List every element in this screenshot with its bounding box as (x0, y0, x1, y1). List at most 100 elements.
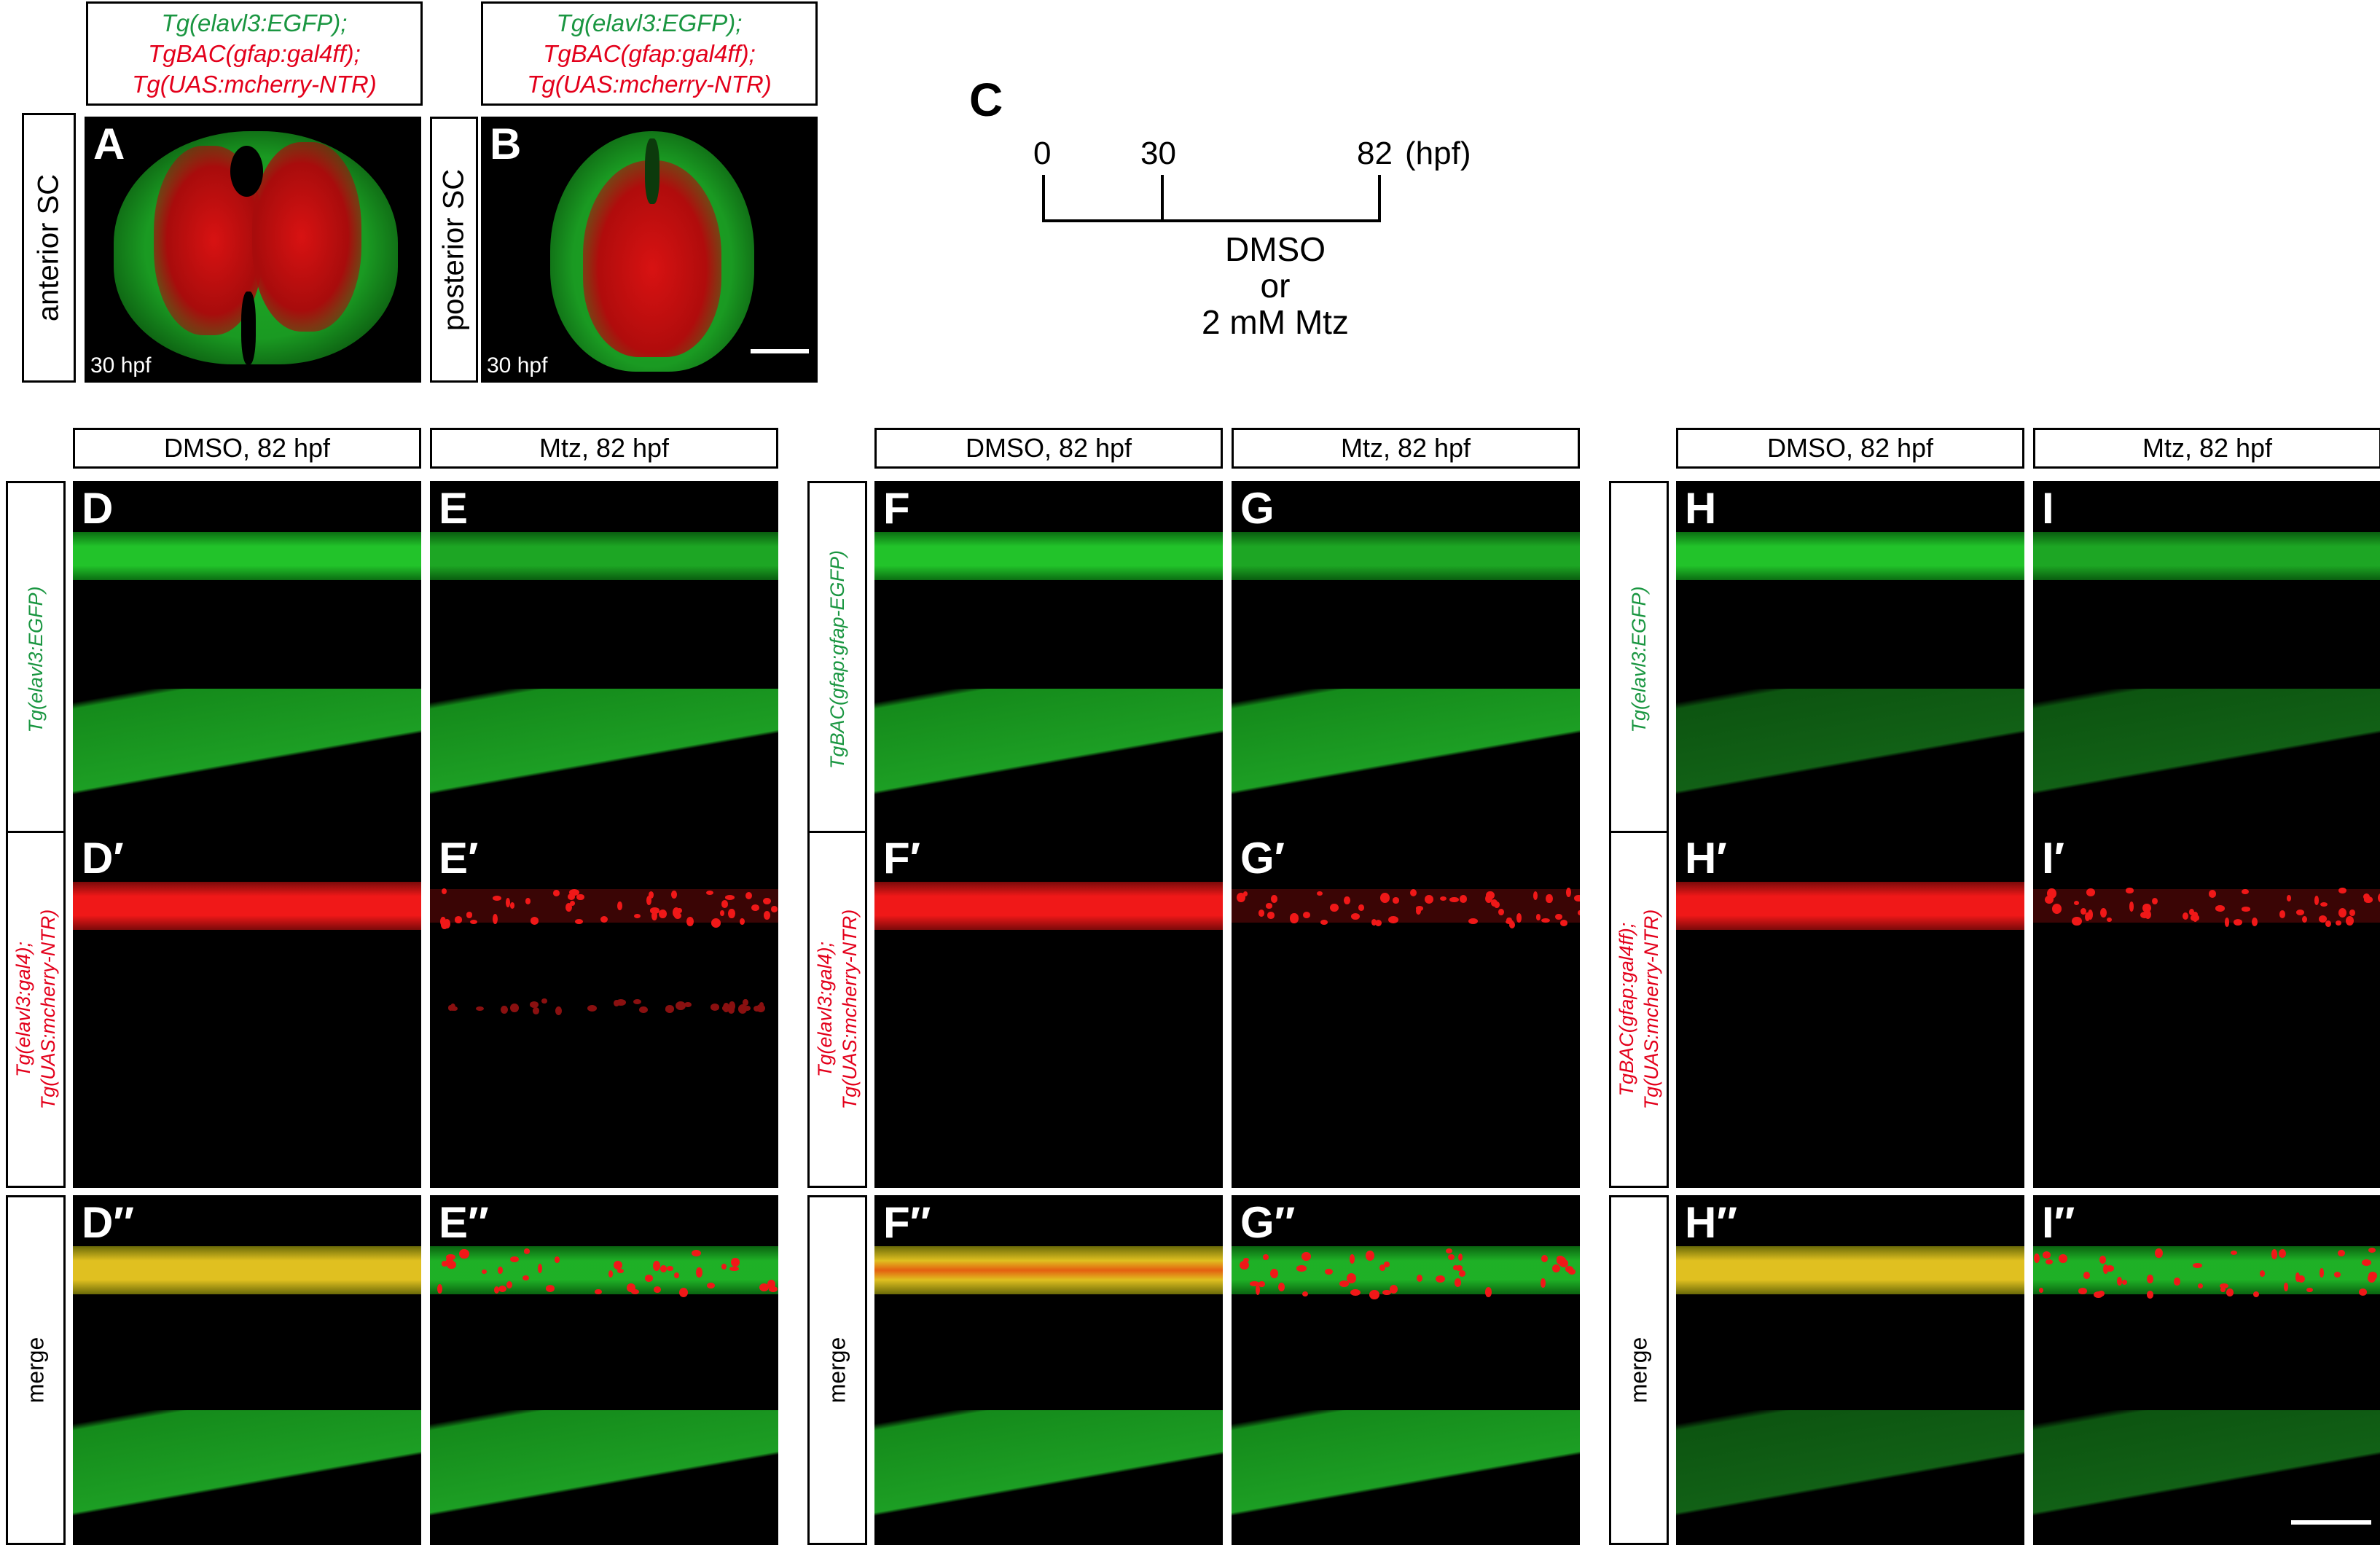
cell-dot (1566, 888, 1571, 897)
cell-dot (2242, 907, 2251, 912)
egfp-band (874, 532, 1223, 580)
cell-dot (1392, 896, 1400, 904)
cell-dot (1350, 913, 1360, 920)
panel-letter: E (439, 484, 469, 533)
cell-dot (2286, 894, 2291, 901)
cell-dot (2325, 920, 2332, 928)
cell-dot (600, 916, 608, 923)
treatment-mtz: 2 mM Mtz (1202, 303, 1349, 341)
cell-dot (2197, 1283, 2204, 1288)
cell-dot (2302, 916, 2307, 923)
cell-dot (1358, 904, 1365, 911)
panel-C-letter: C (969, 74, 1003, 126)
row-label-line: Tg(elavl3:gal4); (814, 941, 836, 1078)
panel-B-letter: B (490, 120, 522, 168)
cell-dot (1263, 1253, 1269, 1260)
cell-dot (638, 1006, 648, 1014)
cell-dot (692, 1249, 701, 1257)
cell-dot (1541, 1255, 1548, 1263)
cell-dot (1383, 1262, 1390, 1267)
micrograph-panel: G′ (1232, 831, 1580, 1188)
cell-dot (537, 1263, 542, 1274)
cell-dot (2042, 1251, 2051, 1259)
cell-dot (1578, 910, 1580, 915)
cell-dot (2278, 1248, 2286, 1258)
cell-dot (2295, 910, 2304, 915)
cell-dot (2252, 1291, 2259, 1297)
panel-letter: H′ (1685, 834, 1727, 883)
cell-dot (2337, 1249, 2345, 1257)
column-header: DMSO, 82 hpf (874, 428, 1223, 469)
cell-dot (616, 1268, 625, 1274)
cell-dot (1535, 913, 1541, 920)
cell-dot (2314, 896, 2320, 905)
cell-dot (630, 1289, 640, 1295)
cell-dot (2080, 907, 2086, 915)
cell-dot (454, 916, 463, 923)
cell-dot (1436, 1275, 1446, 1283)
cell-dot (633, 998, 642, 1004)
panel-letter: E′ (439, 834, 479, 883)
cell-dot (627, 1283, 635, 1292)
cell-dot (728, 1006, 735, 1014)
cell-dot (595, 1288, 603, 1295)
row-label: merge (6, 1195, 66, 1545)
cell-dot (706, 891, 713, 896)
cell-dot (492, 913, 498, 924)
cell-dot (2044, 896, 2054, 904)
cell-dot (497, 1266, 503, 1275)
panel-letter: D′ (82, 834, 124, 883)
genotype-A-line-3: Tg(UAS:mcherry-NTR) (132, 70, 377, 98)
cell-dot (525, 898, 531, 904)
cell-dot (532, 1006, 540, 1015)
micrograph-panel: I″ (2033, 1195, 2380, 1545)
cell-dot (522, 1275, 530, 1281)
cell-dot (576, 893, 584, 901)
cell-dot (506, 1280, 512, 1288)
cell-dot (2087, 910, 2093, 920)
cell-dot (1266, 903, 1272, 909)
cell-dot (707, 1282, 715, 1288)
row-label: Tg(elavl3:gal4); Tg(UAS:mcherry-NTR) (807, 831, 867, 1188)
cell-dot (1339, 1280, 1349, 1287)
row-label: merge (807, 1195, 867, 1545)
panel-letter: E″ (439, 1198, 489, 1247)
egfp-band (2033, 532, 2380, 580)
cell-dot (1533, 891, 1538, 900)
cell-dot (1316, 891, 1323, 896)
cell-dot (2107, 917, 2113, 923)
cell-dot (721, 899, 729, 909)
cell-dot (1574, 894, 1580, 902)
side-label-A: anterior SC (22, 113, 76, 383)
cell-dot (2279, 910, 2286, 919)
panel-letter: I (2042, 484, 2054, 533)
cell-dot (1446, 1248, 1453, 1253)
row-label-line: TgBAC(gfap:gfap-EGFP) (826, 549, 848, 770)
cell-dot (1559, 920, 1568, 927)
merge-band-green (430, 1246, 778, 1294)
cell-dot (2215, 904, 2226, 912)
micrograph-panel: F″ (874, 1195, 1223, 1545)
micrograph-panel: E″ (430, 1195, 778, 1545)
cell-dot (1258, 1280, 1265, 1287)
cell-dot (1302, 1291, 1309, 1297)
cell-dot (1459, 895, 1468, 903)
cell-dot (721, 1264, 727, 1270)
side-label-A-text: anterior SC (32, 173, 65, 322)
micrograph-panel: D′ (73, 831, 421, 1188)
cell-dot (745, 892, 752, 900)
cell-dot (441, 888, 447, 894)
cell-dot (2298, 1275, 2306, 1283)
cell-dot (2333, 1271, 2341, 1278)
cell-dot (2226, 1288, 2234, 1296)
merge-wedge (874, 1410, 1223, 1519)
row-label: TgBAC(gfap:gfap-EGFP) (807, 481, 867, 838)
cell-dot (1349, 1254, 1355, 1264)
merge-band (73, 1246, 421, 1294)
cell-dot (2242, 888, 2249, 894)
cell-dot (1267, 912, 1275, 919)
micrograph-panel: E′ (430, 831, 778, 1188)
cell-dot (481, 1269, 488, 1275)
cell-dot (648, 891, 654, 899)
cell-dot (1379, 1264, 1386, 1271)
